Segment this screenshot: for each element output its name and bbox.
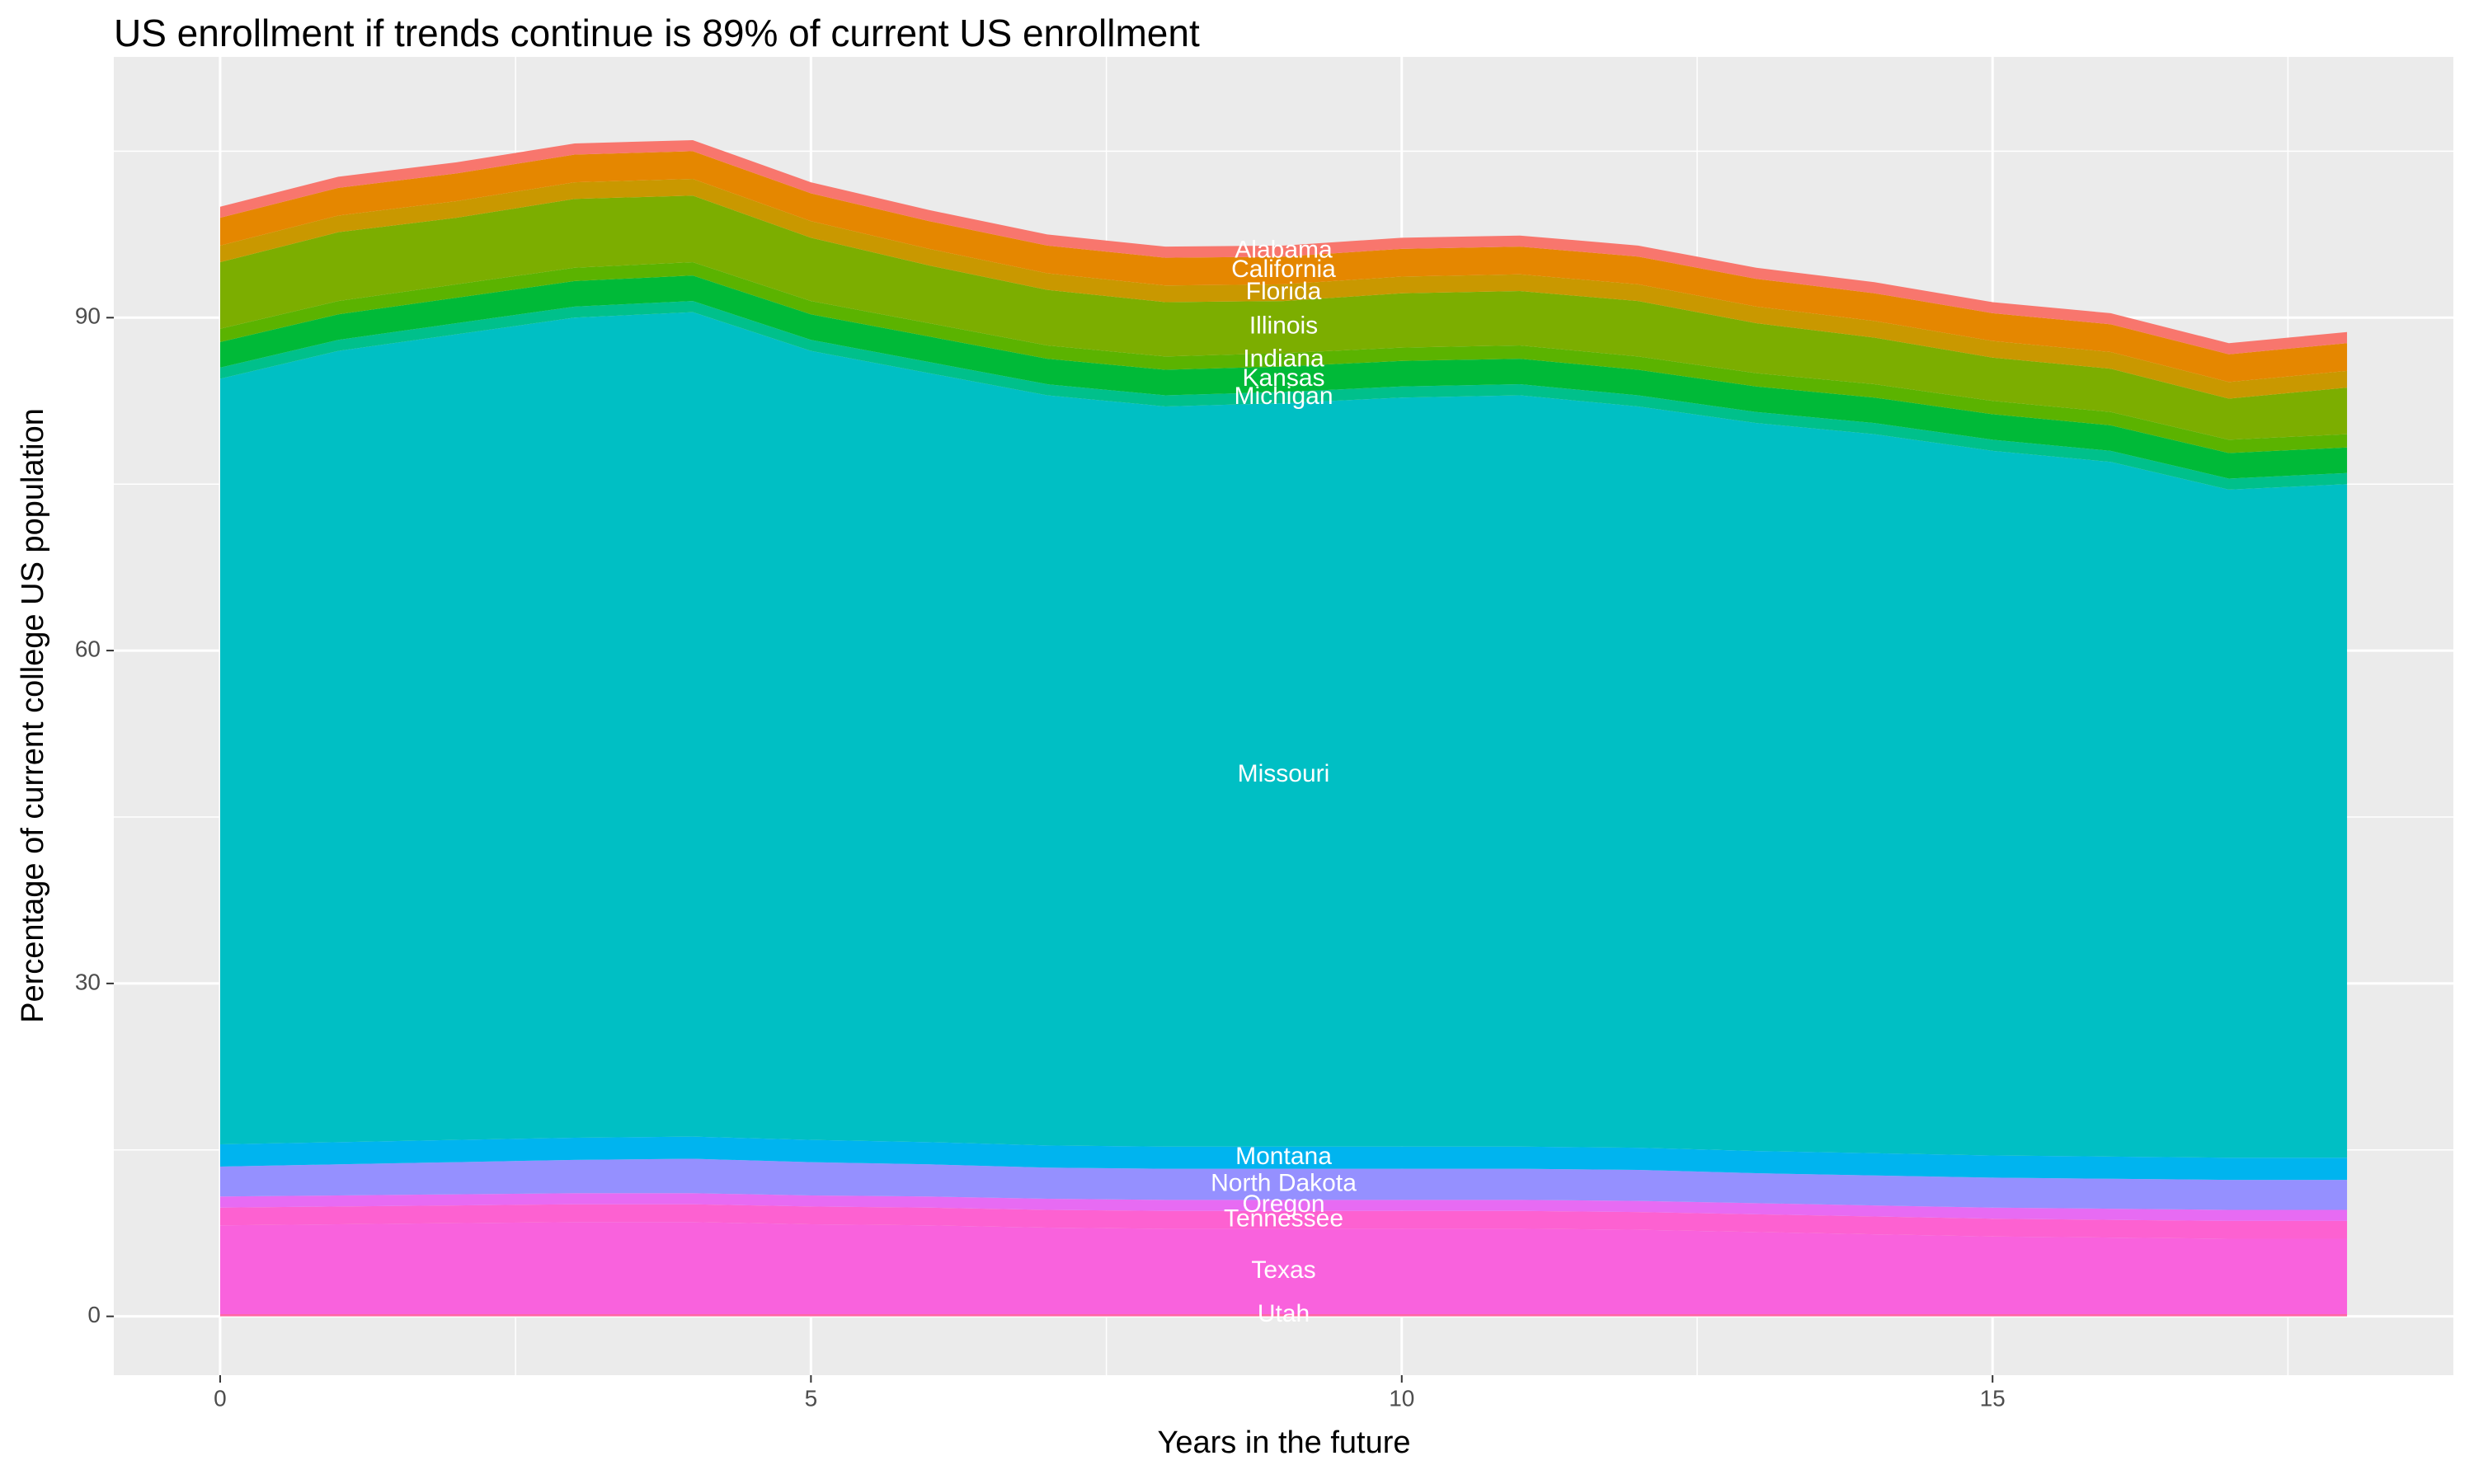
series-label: California (1231, 256, 1336, 283)
series-label: Montana (1235, 1143, 1332, 1170)
y-tick-label: 30 (75, 969, 101, 994)
chart-title: US enrollment if trends continue is 89% … (114, 12, 1200, 54)
x-axis-title: Years in the future (1157, 1425, 1410, 1460)
area (219, 312, 2348, 1158)
area (219, 1136, 2348, 1181)
x-tick-label: 0 (214, 1385, 227, 1411)
series-label: Illinois (1249, 312, 1318, 340)
x-tick-label: 5 (805, 1385, 818, 1411)
area (219, 1313, 2348, 1317)
area (219, 179, 2348, 399)
area (219, 262, 2348, 453)
y-tick-label: 90 (75, 303, 101, 329)
series-label: Alabama (1235, 236, 1333, 263)
area (219, 275, 2348, 479)
area (219, 151, 2348, 383)
series-label: Indiana (1243, 345, 1324, 372)
y-tick-label: 0 (87, 1302, 101, 1327)
area (219, 1204, 2348, 1239)
area (219, 1222, 2348, 1314)
series-label: Kansas (1242, 364, 1324, 392)
series-label: Michigan (1234, 383, 1333, 410)
x-tick-label: 10 (1389, 1385, 1414, 1411)
area (219, 139, 2348, 355)
series-label: Missouri (1238, 760, 1330, 787)
area (219, 301, 2348, 490)
x-tick-label: 15 (1980, 1385, 2006, 1411)
series-label: Utah (1258, 1300, 1310, 1327)
series-label: Texas (1251, 1256, 1315, 1284)
y-axis-title: Percentage of current college US populat… (16, 408, 50, 1023)
area (219, 195, 2348, 440)
series-label: Oregon (1242, 1190, 1324, 1218)
area (219, 1158, 2348, 1210)
series-label: Tennessee (1224, 1205, 1343, 1232)
series-label: Florida (1246, 278, 1322, 305)
area (219, 1193, 2348, 1221)
series-label: North Dakota (1211, 1169, 1357, 1196)
y-tick-label: 60 (75, 636, 101, 661)
